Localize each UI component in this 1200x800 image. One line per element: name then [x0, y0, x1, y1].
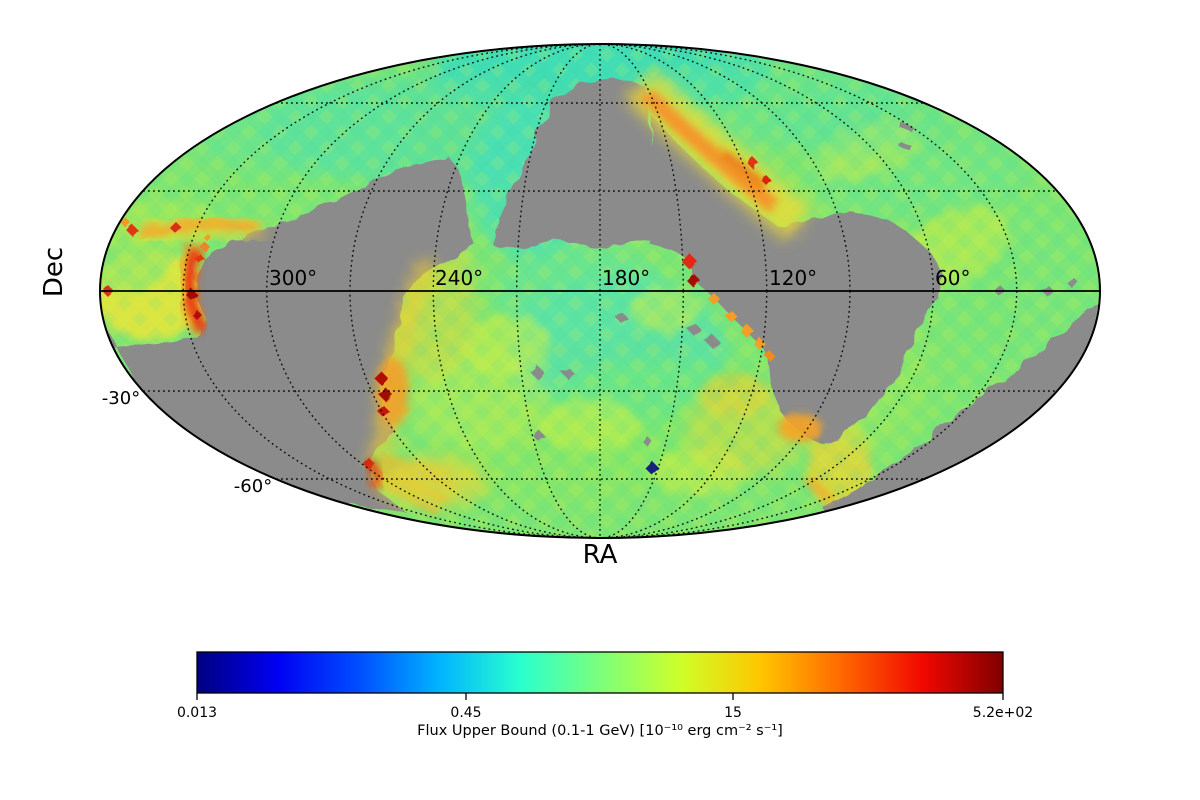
mask-bottom-right-crescent	[822, 302, 1098, 532]
masked-source-hole	[534, 431, 546, 443]
masked-source-hole	[616, 312, 628, 324]
hot-pixel	[762, 176, 772, 186]
hot-pixel	[765, 351, 775, 361]
masked-source-hole	[1066, 276, 1078, 288]
hot-pixel	[747, 157, 759, 169]
orange-patch	[778, 414, 822, 442]
hot-pixel	[725, 310, 737, 322]
ra-tick-60: 60°	[935, 266, 970, 290]
hot-pixel-ra150	[682, 254, 698, 270]
masked-source-hole	[897, 120, 915, 133]
hot-pixel	[192, 310, 202, 320]
mask-top-center-notch	[492, 77, 652, 249]
dec-tick-minus30: -30°	[102, 388, 140, 409]
hot-pixel	[126, 224, 138, 236]
band-tip-orange-edge	[803, 474, 834, 504]
galactic-band-orange	[640, 88, 780, 214]
hot-pixel	[377, 405, 389, 417]
colorbar-tick-label-15: 15	[724, 705, 742, 721]
hot-pixel	[200, 242, 210, 252]
ra-tick-120: 120°	[769, 266, 817, 290]
masked-source-hole	[705, 334, 719, 348]
dec-axis-label: Dec	[39, 247, 69, 297]
ra-axis-label: RA	[583, 540, 618, 570]
ra-tick-240: 240°	[435, 266, 483, 290]
mask-right-wedge	[650, 116, 944, 443]
ra-tick-300: 300°	[269, 266, 317, 290]
colorbar-gradient	[196, 651, 1004, 694]
hot-pixel	[708, 293, 720, 305]
masked-source-hole	[529, 364, 543, 378]
hot-pixel	[374, 371, 388, 385]
colorbar-tick-label-045: 0.45	[450, 705, 481, 721]
hot-pixel	[204, 234, 212, 242]
flux-accents	[102, 68, 834, 515]
masked-source-hole	[641, 435, 651, 445]
hot-pixel	[195, 254, 205, 264]
masked-source-hole	[687, 322, 701, 336]
colorbar: 0.013 0.45 15 5.2e+02 Flux Upper Bound (…	[177, 651, 1033, 739]
galactic-band-core	[719, 148, 767, 190]
dec-tick-minus60: -60°	[234, 476, 272, 497]
colorbar-axis-label: Flux Upper Bound (0.1-1 GeV) [10⁻¹⁰ erg …	[417, 723, 783, 739]
hot-pixel-ra150	[687, 274, 701, 288]
masked-source-hole	[898, 141, 914, 152]
colorbar-tick-label-min: 0.013	[177, 705, 217, 721]
hot-pixel	[740, 324, 754, 338]
ra-tick-180: 180°	[602, 266, 650, 290]
map-outline	[99, 43, 1101, 539]
left-blob-orange-streak	[139, 217, 259, 239]
bottom-yellow-fan	[377, 456, 487, 508]
hot-pixel	[170, 222, 182, 234]
masked-source-hole	[562, 367, 574, 379]
cold-pixel-navy	[645, 461, 659, 475]
colorbar-tick-label-max: 5.2e+02	[973, 705, 1033, 721]
